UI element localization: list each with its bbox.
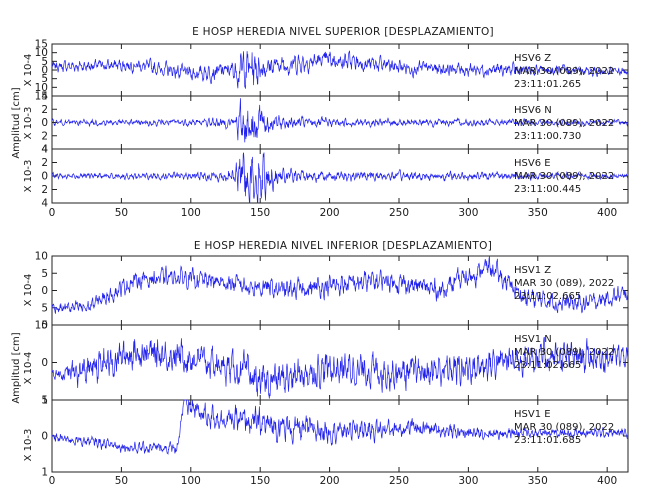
x-tick-label: 0 — [49, 475, 56, 487]
chart-inferior: E HOSP HEREDIA NIVEL INFERIOR [DESPLAZAM… — [11, 240, 492, 461]
panel-1-2: 1 0 1 HSV1 E MAR 30 (089), 2022 23:11:01.685 — [41, 395, 629, 479]
waveform-hsv6-n — [51, 98, 629, 143]
x-tick-label: 100 — [181, 207, 201, 219]
x-tick-label: 250 — [389, 475, 409, 487]
y-tick-label: 10 — [35, 251, 48, 263]
scale-label-sup-e: X 10-3 — [23, 160, 34, 193]
x-tick-label: 350 — [528, 475, 548, 487]
waveform-hsv1-e — [51, 399, 629, 456]
chart-superior: E HOSP HEREDIA NIVEL SUPERIOR [DESPLAZAM… — [11, 26, 494, 192]
ylabel-superior: Amplitud [cm] — [11, 87, 22, 158]
time-label: 23:11:01.685 — [514, 435, 581, 446]
y-tick-label: 15 — [35, 91, 48, 103]
x-tick-label: 300 — [458, 207, 478, 219]
date-label: MAR 30 (089), 2022 — [514, 347, 614, 358]
time-label: 23:11:00.730 — [514, 131, 581, 142]
y-tick-label: 5 — [41, 73, 48, 85]
y-tick-label: 2 — [41, 157, 48, 169]
x-tick-label: 250 — [389, 207, 409, 219]
time-label: 23:11:02.665 — [514, 291, 581, 302]
x-tick-label: 150 — [250, 207, 270, 219]
x-tick-label: 0 — [49, 207, 56, 219]
station-label: HSV6 E — [514, 158, 551, 169]
waveform-hsv1-n — [51, 336, 629, 399]
y-tick-label: 0 — [41, 357, 48, 369]
x-tick-label: 200 — [320, 207, 340, 219]
waveform-hsv6-z — [51, 50, 629, 89]
scale-label-inf-n: X 10-4 — [23, 352, 34, 385]
x-tick-label: 100 — [181, 475, 201, 487]
y-tick-label: 5 — [41, 56, 48, 68]
y-tick-label: 10 — [35, 320, 48, 332]
date-label: MAR 30 (089), 2022 — [514, 171, 614, 182]
date-label: MAR 30 (089), 2022 — [514, 278, 614, 289]
scale-label-inf-z: X 10-4 — [23, 274, 34, 307]
ylabel-inferior: Amplitud [cm] — [11, 332, 22, 403]
x-tick-label: 400 — [597, 475, 617, 487]
date-label: MAR 30 (089), 2022 — [514, 66, 614, 77]
station-label: HSV6 Z — [514, 53, 551, 64]
time-label: 23:11:02.665 — [514, 360, 581, 371]
waveform-hsv6-e — [51, 152, 629, 204]
time-label: 23:11:01.265 — [514, 79, 581, 90]
y-tick-label: 0 — [41, 65, 48, 77]
station-label: HSV1 E — [514, 409, 551, 420]
y-tick-label: 5 — [41, 302, 48, 314]
date-label: MAR 30 (089), 2022 — [514, 118, 614, 129]
x-tick-label: 350 — [528, 207, 548, 219]
y-tick-label: 1 — [41, 395, 48, 407]
y-tick-label: 4 — [41, 91, 48, 103]
x-tick-label: 400 — [597, 207, 617, 219]
chart-title-inferior: E HOSP HEREDIA NIVEL INFERIOR [DESPLAZAM… — [194, 240, 492, 252]
y-tick-label: 4 — [41, 198, 48, 210]
y-tick-label: 4 — [41, 144, 48, 156]
time-label: 23:11:00.445 — [514, 184, 581, 195]
y-tick-label: 5 — [41, 320, 48, 332]
x-tick-label: 50 — [115, 475, 128, 487]
scale-label-sup-z: X 10-4 — [23, 54, 34, 87]
x-tick-label: 50 — [115, 207, 128, 219]
station-label: HSV1 N — [514, 334, 552, 345]
y-tick-label: 1 — [41, 467, 48, 479]
y-tick-label: 10 — [35, 47, 48, 59]
y-tick-label: 10 — [35, 82, 48, 94]
x-tick-label: 300 — [458, 475, 478, 487]
date-label: MAR 30 (089), 2022 — [514, 422, 614, 433]
y-tick-label: 5 — [41, 268, 48, 280]
y-tick-label: 2 — [41, 184, 48, 196]
waveform-hsv1-z — [51, 256, 628, 314]
station-label: HSV6 N — [514, 105, 552, 116]
y-tick-label: 5 — [41, 395, 48, 407]
station-label: HSV1 Z — [514, 265, 551, 276]
x-tick-label: 150 — [250, 475, 270, 487]
panel-1-1: 5 0 5 HSV1 N MAR 30 (089), 2022 23:11:02.665 — [41, 320, 629, 407]
y-tick-label: 0 — [41, 431, 48, 443]
y-tick-label: 0 — [41, 171, 48, 183]
y-tick-label: 0 — [41, 117, 48, 129]
y-tick-label: 2 — [41, 130, 48, 142]
x-tick-label: 200 — [320, 475, 340, 487]
y-tick-label: 0 — [41, 285, 48, 297]
scale-label-inf-e: X 10-3 — [23, 429, 34, 462]
scale-label-sup-n: X 10-3 — [23, 107, 34, 140]
y-tick-label: 15 — [35, 39, 48, 51]
y-tick-label: 4 — [41, 144, 48, 156]
chart-title-superior: E HOSP HEREDIA NIVEL SUPERIOR [DESPLAZAM… — [192, 26, 494, 38]
y-tick-label: 2 — [41, 104, 48, 116]
